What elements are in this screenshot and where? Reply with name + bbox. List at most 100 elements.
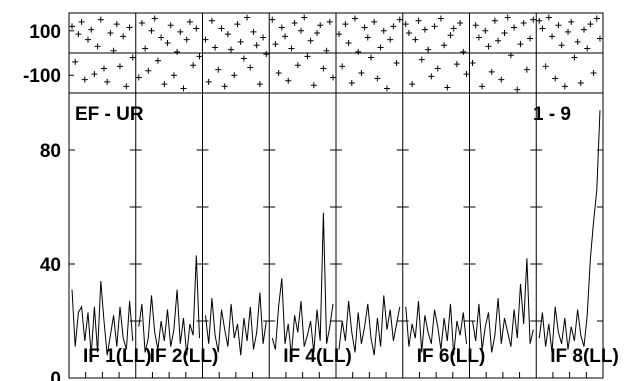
phase-marker: [250, 28, 257, 35]
phase-marker: [177, 28, 184, 35]
phase-marker: [237, 38, 244, 45]
phase-marker: [148, 27, 155, 34]
phase-marker: [355, 48, 362, 55]
phase-marker: [215, 66, 222, 73]
phase-marker: [597, 35, 603, 42]
phase-marker: [558, 42, 565, 49]
phase-marker: [91, 71, 98, 78]
phase-marker: [298, 27, 305, 34]
phase-marker: [479, 83, 486, 90]
phase-marker: [330, 74, 336, 81]
phase-marker: [590, 70, 597, 76]
series-label: IF 2(LL): [150, 346, 219, 367]
phase-marker: [228, 46, 235, 53]
phase-marker: [539, 25, 546, 32]
phase-marker: [110, 47, 117, 54]
phase-marker: [523, 66, 530, 73]
series-line: [138, 255, 200, 356]
phase-marker: [88, 26, 95, 33]
series-line: [472, 258, 534, 353]
phase-marker: [345, 40, 352, 46]
phase-marker: [145, 67, 152, 74]
phase-marker: [380, 27, 387, 34]
series-line: [271, 212, 334, 356]
phase-marker: [272, 41, 279, 48]
phase-marker: [482, 27, 489, 34]
phase-marker: [457, 20, 464, 26]
series-label: IF 4(LL): [283, 346, 352, 367]
phase-marker: [151, 15, 158, 22]
series-line: [338, 295, 401, 356]
series-line: [405, 301, 467, 356]
phase-marker: [453, 61, 460, 68]
phase-marker: [78, 18, 85, 25]
phase-marker: [587, 21, 594, 28]
phase-marker: [549, 33, 556, 40]
series-label: IF 1(LL): [83, 346, 152, 367]
phase-marker: [81, 76, 88, 83]
phase-marker: [202, 36, 209, 43]
phase-marker: [393, 60, 400, 66]
phase-marker: [495, 37, 502, 44]
phase-marker: [183, 36, 190, 43]
phase-marker: [409, 81, 416, 88]
phase-marker: [475, 34, 482, 41]
phase-y-tick-label: -100: [23, 66, 61, 87]
phase-marker: [342, 21, 349, 28]
phase-marker: [75, 31, 82, 38]
phase-marker: [221, 83, 228, 90]
phase-marker: [469, 60, 476, 66]
phase-marker: [135, 74, 142, 81]
phase-marker: [371, 18, 378, 25]
phase-marker: [253, 42, 260, 49]
phase-marker: [504, 14, 511, 21]
phase-marker: [190, 62, 197, 69]
phase-marker: [530, 16, 537, 23]
phase-marker: [196, 53, 203, 60]
phase-marker: [224, 31, 231, 38]
phase-marker: [434, 65, 441, 72]
phase-marker: [94, 43, 101, 50]
phase-marker: [100, 65, 107, 72]
phase-marker: [218, 25, 225, 32]
phase-marker: [285, 77, 292, 84]
phase-marker: [383, 85, 390, 92]
phase-marker: [568, 18, 575, 25]
phase-marker: [244, 14, 251, 21]
phase-marker: [552, 75, 559, 82]
phase-marker: [542, 63, 549, 70]
phase-marker: [415, 17, 422, 24]
phase-marker: [304, 53, 311, 60]
phase-marker: [348, 80, 355, 86]
phase-marker: [437, 15, 444, 22]
phase-marker: [527, 35, 534, 42]
phase-marker: [441, 42, 448, 49]
phase-marker: [491, 17, 498, 24]
phase-marker: [129, 54, 136, 61]
phase-marker: [301, 14, 308, 21]
phase-marker: [317, 22, 324, 29]
phase-marker: [581, 26, 588, 33]
phase-marker: [425, 46, 432, 53]
y-tick-label: 0: [50, 369, 61, 381]
phase-marker: [390, 23, 397, 30]
phase-marker: [288, 45, 295, 52]
phase-marker: [310, 82, 317, 89]
phase-marker: [374, 75, 381, 82]
phase-marker: [269, 16, 276, 23]
phase-marker: [351, 15, 358, 22]
phase-marker: [520, 20, 527, 26]
phase-marker: [431, 23, 438, 30]
series-label: IF 8(LL): [550, 346, 619, 367]
phase-marker: [507, 52, 514, 59]
phase-marker: [565, 28, 572, 35]
phase-marker: [396, 16, 403, 23]
phase-marker: [412, 36, 419, 43]
phase-marker: [561, 83, 568, 90]
phase-marker: [84, 36, 91, 43]
phase-marker: [161, 81, 168, 88]
y-tick-label: 80: [40, 141, 61, 162]
phase-marker: [164, 40, 171, 46]
phase-marker: [367, 54, 374, 61]
